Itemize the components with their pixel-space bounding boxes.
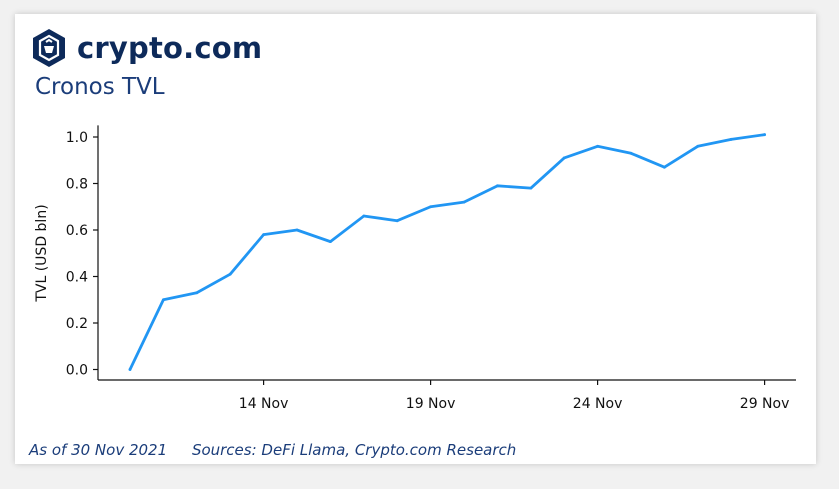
data-point (262, 233, 265, 237)
data-point (362, 214, 366, 218)
sources-note: Sources: DeFi Llama, Crypto.com Research (191, 441, 517, 459)
y-tick-label: 0.4 (66, 270, 88, 286)
chart-card: crypto.com Cronos TVL As of 30 Nov 2021 … (15, 14, 816, 464)
crypto-com-lion-shield-icon (33, 29, 65, 67)
data-point (496, 184, 499, 188)
y-tick-label: 0.6 (66, 223, 88, 239)
y-axis-label: TVL (USD bln) (34, 204, 50, 302)
chart-axes: 0.0 0.2 0.4 0.6 0.8 1.0 14 Nov 19 Nov 24 Nov 29 N… (66, 125, 796, 412)
data-point (729, 137, 733, 141)
y-tick-label: 1.0 (66, 130, 88, 146)
y-tick-label: 0.2 (66, 316, 88, 332)
data-point (763, 133, 766, 137)
data-point (663, 165, 666, 169)
chart-title: Cronos TVL (35, 74, 165, 100)
data-point (228, 272, 232, 276)
y-tick-label: 0.0 (66, 363, 88, 379)
x-tick-label: 29 Nov (740, 396, 790, 412)
x-tick-label: 24 Nov (573, 396, 623, 412)
data-point (696, 144, 700, 148)
y-tick-label: 0.8 (66, 177, 88, 193)
x-tick-label: 19 Nov (406, 396, 456, 412)
data-point (629, 151, 633, 155)
data-point (429, 205, 432, 209)
brand-name: crypto.com (77, 31, 263, 65)
data-point (195, 291, 199, 295)
data-point (395, 219, 399, 223)
data-point (462, 200, 466, 204)
data-point (295, 228, 299, 232)
data-point (162, 298, 165, 302)
date-note: As of 30 Nov 2021 (29, 441, 168, 459)
x-tick-label: 14 Nov (239, 396, 289, 412)
chart-footer: As of 30 Nov 2021 Sources: DeFi Llama, C… (29, 441, 516, 459)
data-point (596, 144, 599, 148)
tvl-series-line (128, 133, 766, 371)
chart-marks (128, 133, 766, 371)
data-point (562, 156, 566, 160)
data-point (529, 186, 533, 190)
data-point (329, 240, 332, 244)
data-point (128, 368, 132, 371)
brand-logo: crypto.com (31, 26, 262, 70)
